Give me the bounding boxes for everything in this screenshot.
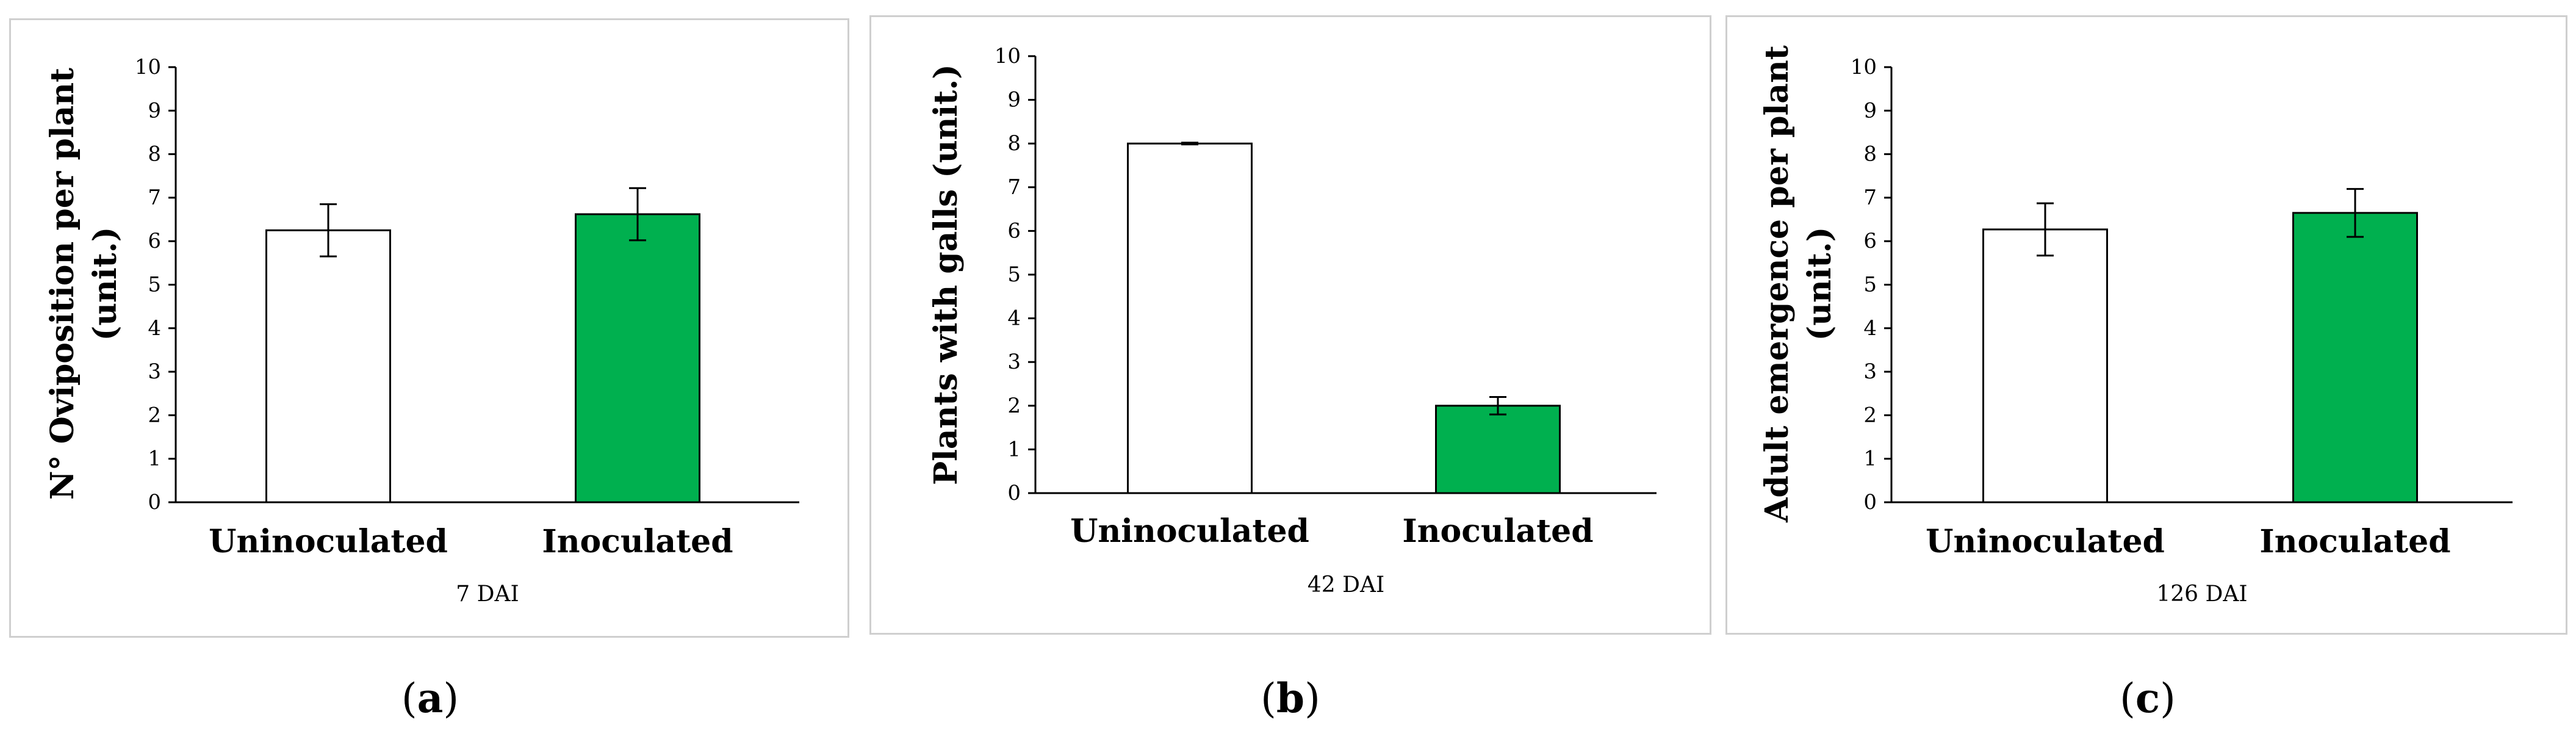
caption-close: ): [443, 675, 459, 722]
y-tick-label: 2: [1863, 403, 1877, 427]
y-axis-label: N° Oviposition per plant: [44, 68, 81, 500]
y-tick-label: 3: [1863, 359, 1877, 384]
chart-panel-c: [1725, 15, 2567, 635]
y-axis-label: Adult emergence per plant: [1758, 45, 1796, 523]
category-label: Uninoculated: [1926, 523, 2165, 560]
y-tick-label: 6: [1863, 229, 1877, 253]
category-label: Uninoculated: [209, 523, 448, 560]
y-tick-label: 10: [1851, 55, 1877, 79]
caption-close: ): [1304, 675, 1320, 722]
category-label: Inoculated: [2259, 523, 2450, 560]
y-tick-label: 1: [148, 447, 161, 471]
y-tick-label: 8: [1863, 142, 1877, 167]
x-axis-label: 42 DAI: [1308, 572, 1384, 597]
caption-open: (: [1261, 675, 1276, 722]
caption-b: (b): [1229, 674, 1351, 722]
x-axis-label: 126 DAI: [2156, 582, 2247, 607]
bar-uninoculated: [1127, 142, 1253, 494]
caption-letter: b: [1276, 674, 1305, 722]
y-tick-label: 6: [1007, 218, 1021, 243]
y-tick-label: 1: [1007, 437, 1021, 461]
y-tick-label: 5: [1007, 262, 1021, 287]
y-tick-label: 2: [148, 403, 161, 427]
y-tick-label: 0: [148, 490, 161, 514]
caption-a: (a): [369, 674, 491, 722]
y-tick-label: 8: [148, 142, 161, 167]
category-label: Uninoculated: [1070, 513, 1309, 550]
y-axis-label: Plants with galls (unit.): [927, 64, 965, 485]
bar-uninoculated: [1982, 228, 2108, 503]
y-tick-label: 7: [1863, 186, 1877, 210]
caption-open: (: [2120, 675, 2135, 722]
y-tick-label: 6: [148, 229, 161, 253]
y-tick-label: 4: [148, 316, 161, 341]
y-tick-label: 5: [1863, 273, 1877, 297]
y-axis-label-unit: (unit.): [87, 227, 124, 341]
bar-inoculated: [1435, 405, 1561, 494]
y-tick-label: 1: [1863, 447, 1877, 471]
y-tick-label: 0: [1863, 490, 1877, 514]
y-axis-label-unit: (unit.): [1801, 227, 1838, 341]
y-tick-label: 8: [1007, 131, 1021, 156]
y-tick-label: 0: [1007, 481, 1021, 505]
caption-c: (c): [2087, 674, 2209, 722]
y-tick-label: 10: [995, 44, 1021, 68]
y-tick-label: 9: [1863, 98, 1877, 123]
caption-letter: c: [2135, 674, 2160, 722]
caption-letter: a: [417, 674, 444, 722]
y-tick-label: 4: [1007, 306, 1021, 331]
y-tick-label: 2: [1007, 394, 1021, 418]
bar-uninoculated: [265, 229, 391, 503]
y-tick-label: 3: [148, 359, 161, 384]
y-tick-label: 9: [148, 98, 161, 123]
y-tick-label: 3: [1007, 350, 1021, 374]
y-tick-label: 9: [1007, 88, 1021, 112]
y-tick-label: 10: [135, 55, 161, 79]
y-tick-label: 4: [1863, 316, 1877, 341]
chart-panel-a: [9, 18, 849, 638]
caption-close: ): [2160, 675, 2176, 722]
category-label: Inoculated: [542, 523, 733, 560]
category-label: Inoculated: [1402, 513, 1593, 550]
caption-open: (: [401, 675, 417, 722]
y-tick-label: 7: [148, 186, 161, 210]
chart-panel-b: [869, 15, 1711, 635]
y-tick-label: 5: [148, 273, 161, 297]
y-tick-label: 7: [1007, 175, 1021, 200]
bar-inoculated: [2292, 212, 2418, 503]
bar-inoculated: [575, 213, 700, 503]
x-axis-label: 7 DAI: [456, 582, 519, 607]
